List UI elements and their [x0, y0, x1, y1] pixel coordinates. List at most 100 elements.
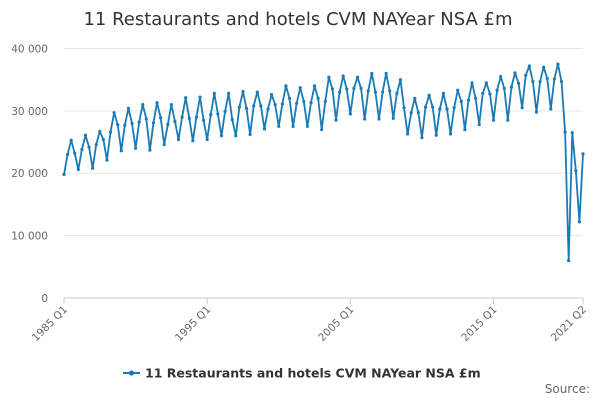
data-point[interactable] — [116, 122, 120, 127]
data-point[interactable] — [91, 166, 95, 170]
data-point[interactable] — [524, 73, 528, 77]
data-point[interactable] — [423, 105, 428, 109]
data-point[interactable] — [223, 109, 227, 114]
data-point[interactable] — [488, 92, 492, 96]
data-point[interactable] — [416, 111, 420, 115]
data-point[interactable] — [427, 93, 431, 97]
data-point[interactable] — [520, 106, 524, 110]
data-point[interactable] — [452, 106, 456, 110]
data-point[interactable] — [445, 107, 449, 111]
data-point[interactable] — [137, 120, 141, 124]
data-point[interactable] — [509, 85, 514, 89]
data-point[interactable] — [73, 151, 77, 155]
data-point[interactable] — [270, 93, 274, 97]
data-point[interactable] — [341, 74, 345, 78]
data-point[interactable] — [538, 79, 542, 84]
data-point[interactable] — [477, 122, 481, 127]
data-point[interactable] — [112, 111, 116, 115]
data-point[interactable] — [577, 220, 582, 224]
data-point[interactable] — [101, 137, 105, 142]
data-point[interactable] — [295, 101, 299, 105]
data-point[interactable] — [459, 99, 463, 104]
data-point[interactable] — [166, 122, 170, 127]
data-point[interactable] — [323, 99, 327, 104]
data-point[interactable] — [126, 106, 131, 110]
data-point[interactable] — [212, 91, 216, 95]
data-point[interactable] — [284, 84, 288, 88]
data-point[interactable] — [151, 121, 156, 125]
data-point[interactable] — [495, 88, 499, 92]
data-point[interactable] — [373, 90, 377, 94]
data-point[interactable] — [527, 64, 531, 68]
data-point[interactable] — [252, 104, 256, 108]
data-point[interactable] — [298, 86, 302, 90]
data-point[interactable] — [409, 111, 413, 115]
data-point[interactable] — [237, 105, 241, 109]
data-point[interactable] — [155, 101, 159, 105]
data-point[interactable] — [513, 71, 517, 75]
data-point[interactable] — [148, 148, 152, 152]
data-point[interactable] — [552, 77, 556, 81]
data-point[interactable] — [563, 130, 567, 134]
data-point[interactable] — [402, 106, 406, 110]
data-point[interactable] — [502, 86, 506, 90]
data-point[interactable] — [76, 167, 80, 172]
data-point[interactable] — [481, 91, 485, 95]
data-point[interactable] — [169, 103, 173, 107]
data-point[interactable] — [234, 134, 238, 138]
data-point[interactable] — [184, 96, 188, 100]
data-point[interactable] — [438, 107, 442, 111]
data-point[interactable] — [545, 76, 549, 81]
data-point[interactable] — [516, 81, 521, 86]
data-point[interactable] — [130, 121, 134, 125]
data-point[interactable] — [370, 71, 374, 76]
data-point[interactable] — [62, 172, 66, 177]
data-point[interactable] — [380, 90, 385, 94]
data-point[interactable] — [176, 137, 181, 142]
data-point[interactable] — [205, 137, 209, 142]
data-point[interactable] — [506, 118, 510, 122]
data-point[interactable] — [105, 158, 109, 162]
data-point[interactable] — [463, 127, 467, 132]
data-point[interactable] — [556, 62, 560, 66]
data-point[interactable] — [352, 86, 356, 90]
data-point[interactable] — [69, 138, 73, 142]
data-point[interactable] — [209, 113, 213, 117]
data-point[interactable] — [255, 90, 259, 94]
data-point[interactable] — [259, 104, 263, 108]
data-point[interactable] — [456, 88, 460, 92]
data-point[interactable] — [123, 123, 127, 127]
data-point[interactable] — [108, 130, 113, 134]
data-point[interactable] — [291, 124, 295, 129]
data-point[interactable] — [570, 131, 574, 135]
data-point[interactable] — [219, 134, 224, 138]
data-point[interactable] — [474, 96, 478, 100]
data-point[interactable] — [65, 152, 70, 157]
data-point[interactable] — [133, 146, 138, 150]
data-point[interactable] — [266, 107, 270, 111]
data-point[interactable] — [559, 79, 564, 84]
data-point[interactable] — [244, 106, 249, 110]
data-point[interactable] — [420, 136, 424, 140]
data-point[interactable] — [413, 96, 417, 100]
data-point[interactable] — [327, 75, 331, 79]
data-point[interactable] — [581, 152, 585, 156]
data-point[interactable] — [141, 103, 145, 107]
data-point[interactable] — [531, 79, 535, 84]
data-point[interactable] — [320, 127, 324, 132]
data-point[interactable] — [277, 124, 281, 129]
data-point[interactable] — [187, 116, 191, 120]
data-point[interactable] — [273, 103, 277, 107]
data-point[interactable] — [406, 132, 410, 136]
data-point[interactable] — [162, 142, 166, 147]
data-point[interactable] — [119, 149, 123, 153]
data-point[interactable] — [287, 96, 292, 100]
data-point[interactable] — [262, 127, 267, 131]
data-point[interactable] — [441, 91, 446, 95]
data-point[interactable] — [345, 87, 349, 91]
data-point[interactable] — [431, 105, 435, 109]
data-point[interactable] — [338, 90, 342, 94]
data-point[interactable] — [173, 119, 177, 124]
data-point[interactable] — [94, 142, 98, 147]
data-point[interactable] — [466, 98, 471, 102]
